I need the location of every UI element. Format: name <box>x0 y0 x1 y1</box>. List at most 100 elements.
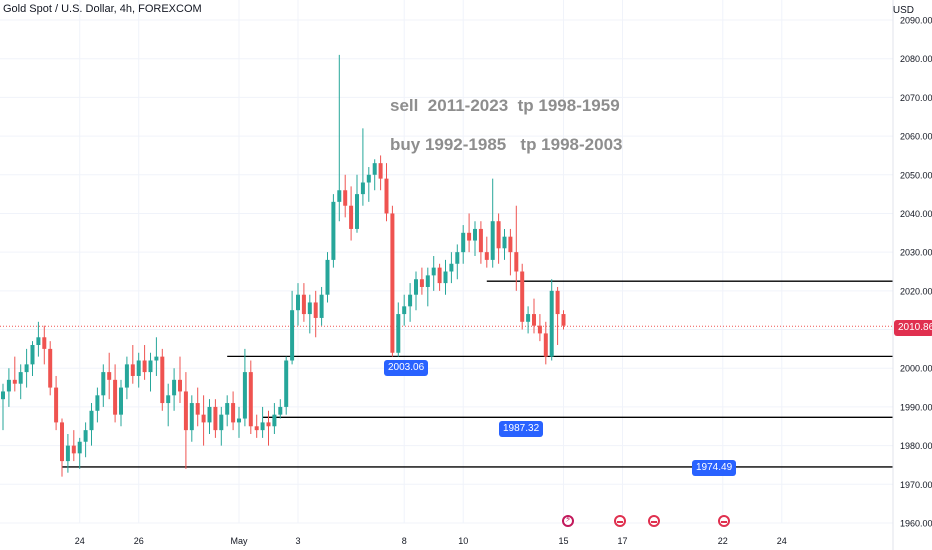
candle-body <box>337 190 342 202</box>
candle-body <box>349 205 354 229</box>
candle-body <box>490 221 495 260</box>
candle-body <box>425 275 430 287</box>
candle-body <box>526 314 531 322</box>
candle-body <box>160 356 165 404</box>
price-tick-label: 2000.00 <box>900 364 932 374</box>
candle-body <box>537 325 542 334</box>
candle-body <box>378 163 383 179</box>
candle-body <box>189 403 194 431</box>
candle-body <box>148 360 153 373</box>
candle-body <box>231 403 236 423</box>
price-tick-label: 2070.00 <box>900 93 932 103</box>
candle-body <box>1 391 5 400</box>
time-axis[interactable]: 24 26 May 3 8 10 15 17 22 24 <box>75 536 787 546</box>
candle-body <box>360 182 365 195</box>
symbol-title: Gold Spot / U.S. Dollar, 4h, FOREXCOM <box>3 3 202 15</box>
candle-body <box>508 236 513 253</box>
candle-body <box>113 379 118 415</box>
candle-body <box>83 430 88 442</box>
candle-body <box>414 279 418 295</box>
time-tick-label: 3 <box>295 536 300 546</box>
time-tick-label: 15 <box>558 536 568 546</box>
candle-body <box>242 372 247 419</box>
candle-body <box>408 294 413 307</box>
us-flag-event-icon[interactable] <box>648 515 660 527</box>
candle-body <box>296 294 300 311</box>
time-tick-label: May <box>230 536 248 546</box>
candle-body <box>154 356 159 361</box>
candle-body <box>372 163 377 175</box>
candle-body <box>225 403 230 415</box>
candle-body <box>496 221 501 249</box>
price-grid <box>0 0 893 524</box>
candle-body <box>24 364 29 373</box>
time-tick-label: 26 <box>134 536 144 546</box>
lightning-event-icon[interactable] <box>562 514 574 527</box>
candle-body <box>36 337 41 346</box>
time-tick-label: 22 <box>718 536 728 546</box>
time-tick-label: 24 <box>777 536 787 546</box>
candle-body <box>213 406 218 431</box>
candle-body <box>71 445 76 454</box>
candle-body <box>195 403 200 415</box>
candle-body <box>65 445 70 462</box>
price-tick-label: 1960.00 <box>900 519 932 529</box>
time-tick-label: 17 <box>617 536 627 546</box>
candle-body <box>130 364 135 376</box>
candle-body <box>555 290 560 315</box>
candle-body <box>254 426 259 431</box>
candle-body <box>419 279 424 287</box>
price-tick-label: 2030.00 <box>900 248 932 258</box>
level-1987-label: 1987.32 <box>499 421 544 437</box>
us-flag-event-icon[interactable] <box>614 515 626 527</box>
candle-body <box>6 379 11 392</box>
candle-body <box>237 418 241 423</box>
candle-body <box>48 348 53 388</box>
candle-body <box>260 422 265 431</box>
candle-body <box>467 232 472 241</box>
candle-body <box>60 422 64 462</box>
candle-body <box>18 372 23 384</box>
candle-body <box>54 387 59 423</box>
candle-body <box>266 422 271 427</box>
candle-body <box>543 333 548 357</box>
candle-body <box>313 302 318 318</box>
candle-body <box>431 267 436 276</box>
level-2003-label: 2003.06 <box>384 360 429 376</box>
candles <box>1 54 566 477</box>
candle-body <box>77 441 82 454</box>
candle-body <box>514 252 519 272</box>
candle-body <box>201 414 206 423</box>
price-tick-label: 1980.00 <box>900 441 932 451</box>
price-tick-label: 2050.00 <box>900 170 932 180</box>
candle-body <box>343 190 348 206</box>
us-flag-event-icon[interactable] <box>718 515 730 527</box>
candle-body <box>366 174 371 183</box>
price-axis[interactable]: 1960.001970.001980.001990.002000.002010.… <box>900 16 932 529</box>
candle-body <box>396 314 401 353</box>
support-resistance-lines[interactable] <box>62 280 893 468</box>
candle-body <box>390 213 395 353</box>
time-tick-label: 10 <box>458 536 468 546</box>
candle-body <box>384 178 389 214</box>
candle-body <box>301 294 306 315</box>
candle-body <box>461 232 466 253</box>
candle-body <box>178 379 182 392</box>
candle-body <box>449 263 454 272</box>
candle-body <box>219 414 224 431</box>
price-tick-label: 2020.00 <box>900 286 932 296</box>
level-1974-label: 1974.49 <box>692 460 737 476</box>
candle-body <box>484 252 489 260</box>
candle-body <box>319 294 324 318</box>
candle-body <box>284 360 289 407</box>
buy-annotation: buy 1992-1985 tp 1998-2003 <box>390 135 623 154</box>
candle-body <box>107 372 112 380</box>
currency-label: USD <box>892 5 914 16</box>
price-tick-label: 1990.00 <box>900 402 932 412</box>
candle-body <box>119 387 123 415</box>
candle-body <box>443 271 448 284</box>
candle-body <box>502 236 507 249</box>
candle-body <box>95 395 100 411</box>
candle-body <box>42 337 47 349</box>
